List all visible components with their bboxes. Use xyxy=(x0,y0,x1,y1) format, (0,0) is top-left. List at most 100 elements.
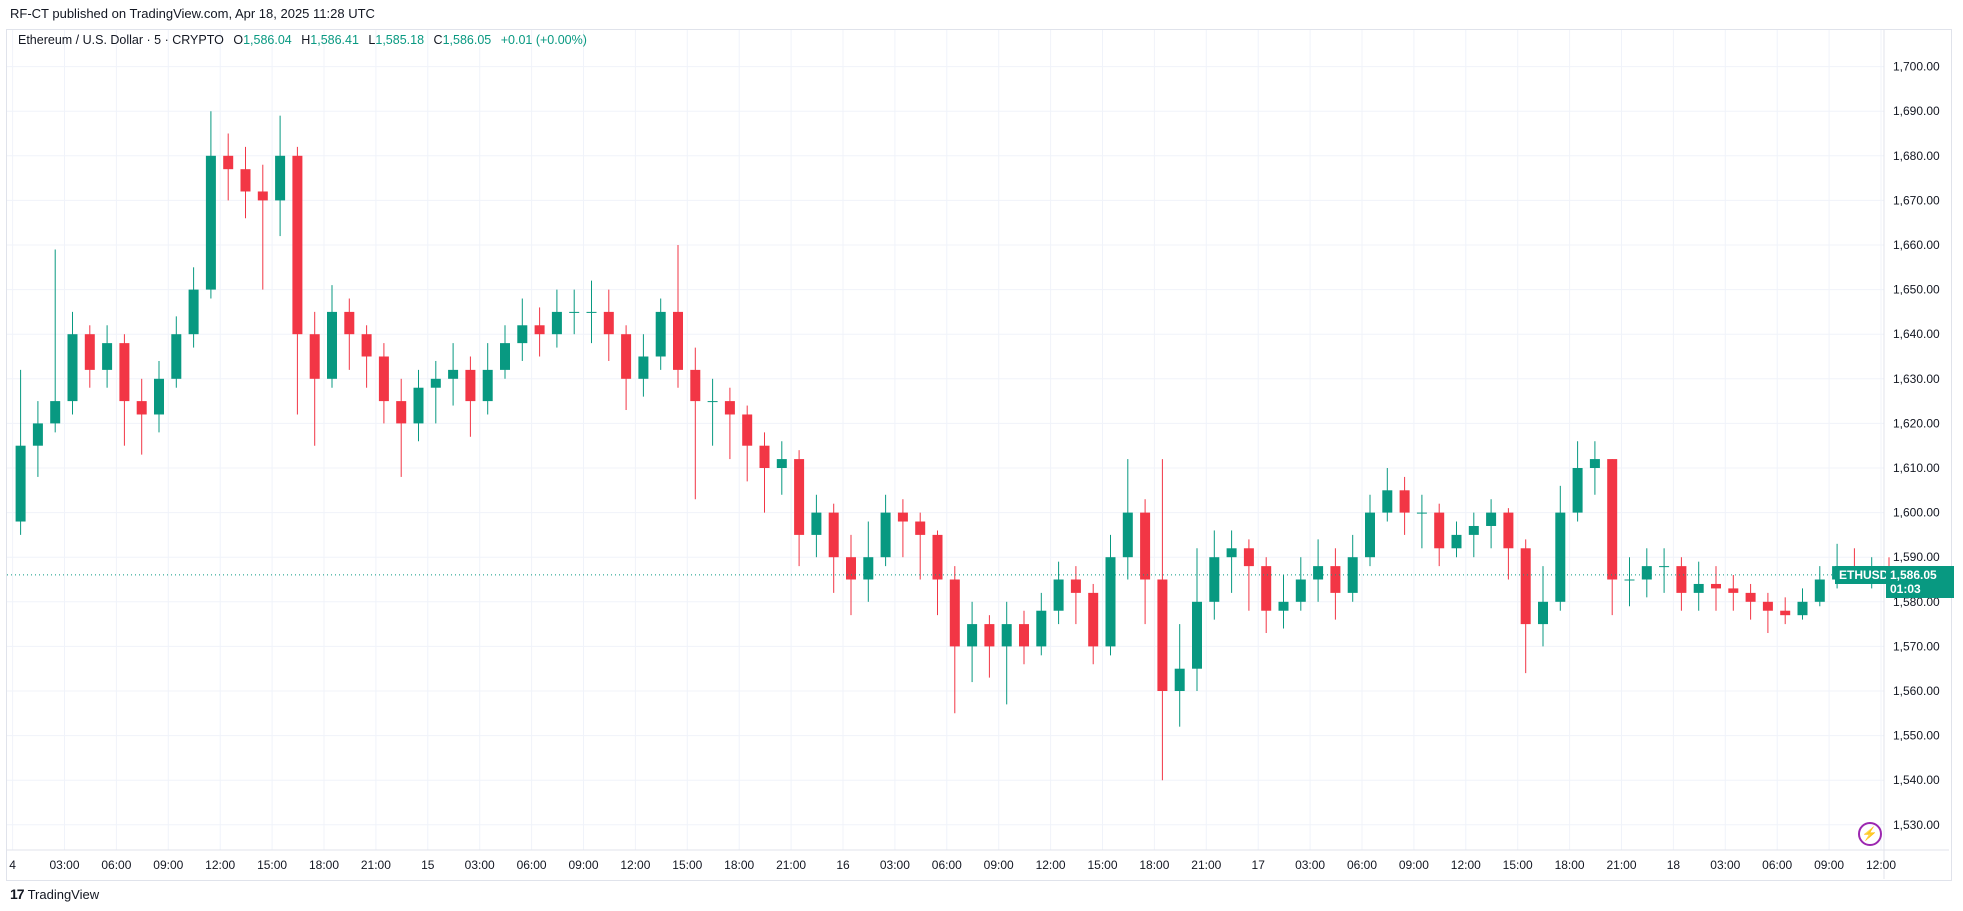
lightning-icon[interactable]: ⚡ xyxy=(1858,822,1882,846)
price-tick-label: 1,640.00 xyxy=(1893,327,1940,341)
candle-body xyxy=(863,557,874,580)
candle-body xyxy=(1676,566,1687,593)
candle xyxy=(1607,459,1618,616)
candle xyxy=(1676,557,1687,611)
time-tick-label: 03:00 xyxy=(880,858,910,872)
candle-body xyxy=(1589,459,1600,468)
candle-body xyxy=(776,459,787,468)
symbol-title[interactable]: Ethereum / U.S. Dollar · 5 · CRYPTO xyxy=(18,33,224,47)
candle xyxy=(1174,624,1185,727)
candle-body xyxy=(759,445,770,468)
time-tick-label: 12:00 xyxy=(1036,858,1066,872)
price-tick-label: 1,630.00 xyxy=(1893,372,1940,386)
candle xyxy=(1520,539,1531,674)
candle-body xyxy=(1434,512,1445,549)
candle-body xyxy=(188,289,199,335)
candle-body xyxy=(1468,525,1479,535)
candle-body xyxy=(1486,512,1497,526)
price-tick-label: 1,560.00 xyxy=(1893,684,1940,698)
candle-body xyxy=(984,624,995,647)
candle-body xyxy=(1243,548,1254,567)
time-tick-label: 21:00 xyxy=(1606,858,1636,872)
price-tick-label: 1,650.00 xyxy=(1893,283,1940,297)
candle xyxy=(1105,534,1116,656)
candle xyxy=(292,146,303,415)
candle xyxy=(1347,534,1358,602)
candle xyxy=(759,432,770,513)
candle-body xyxy=(396,401,407,424)
candle xyxy=(1088,583,1099,665)
candle-body xyxy=(603,311,614,335)
candle-body xyxy=(1399,490,1410,513)
candle-body xyxy=(327,311,337,379)
candle xyxy=(430,360,441,424)
candle xyxy=(500,325,510,379)
candle-body xyxy=(1555,512,1566,602)
candle-body xyxy=(240,169,251,192)
candle-body xyxy=(1745,592,1756,602)
candle-body xyxy=(1624,579,1635,581)
candle xyxy=(1745,583,1756,620)
time-tick-label: 03:00 xyxy=(465,858,495,872)
open-value: 1,586.04 xyxy=(243,33,292,47)
candle-body xyxy=(724,401,735,415)
candle-body xyxy=(1711,583,1721,589)
candle-body xyxy=(915,521,926,535)
candles xyxy=(15,111,1894,781)
candle xyxy=(586,280,597,344)
candle xyxy=(569,289,580,335)
time-tick-label: 12:00 xyxy=(205,858,235,872)
candle xyxy=(344,298,355,370)
candle xyxy=(1399,476,1410,535)
candle xyxy=(1780,597,1791,625)
candle-body xyxy=(171,334,182,379)
price-tick-label: 1,590.00 xyxy=(1893,550,1940,564)
candle xyxy=(1140,499,1151,625)
candle xyxy=(932,530,943,616)
candle-body xyxy=(967,624,978,647)
candle xyxy=(1001,601,1012,705)
candle-body xyxy=(811,512,822,535)
candle xyxy=(378,343,389,424)
candle-body xyxy=(1192,601,1202,669)
candle-body xyxy=(1607,459,1618,580)
candle xyxy=(1641,548,1652,598)
candle-body xyxy=(1503,512,1514,549)
candle xyxy=(1261,557,1272,634)
candle-body xyxy=(1295,579,1306,602)
candle-body xyxy=(673,311,683,370)
time-tick-label: 06:00 xyxy=(101,858,131,872)
candle xyxy=(1434,503,1445,567)
candle-body xyxy=(448,369,459,379)
candle xyxy=(1555,485,1566,611)
candle-body xyxy=(1365,512,1375,558)
time-tick-label: 09:00 xyxy=(153,858,183,872)
candle-body xyxy=(707,401,718,403)
candle-body xyxy=(1780,610,1791,616)
candle xyxy=(1209,530,1220,620)
candle xyxy=(1122,459,1133,580)
time-tick-label: 06:00 xyxy=(932,858,962,872)
time-tick-label: 06:00 xyxy=(1347,858,1377,872)
candle-body xyxy=(1157,579,1168,691)
time-tick-label: 09:00 xyxy=(984,858,1014,872)
candle xyxy=(1070,566,1081,625)
close-value: 1,586.05 xyxy=(442,33,492,47)
candle-body xyxy=(742,414,753,446)
candle xyxy=(984,615,995,678)
candle xyxy=(1330,548,1341,620)
candle xyxy=(1243,539,1254,611)
candle-body xyxy=(1278,601,1289,611)
time-tick-label: 09:00 xyxy=(1814,858,1844,872)
candle xyxy=(1451,521,1462,558)
time-tick-label: 15:00 xyxy=(1087,858,1117,872)
candle xyxy=(1278,575,1289,629)
tradingview-logo-text: TradingView xyxy=(27,886,100,902)
candle-body xyxy=(1088,592,1099,647)
tradingview-logo[interactable]: 17 TradingView xyxy=(10,886,99,902)
candle xyxy=(154,360,164,433)
candle xyxy=(1486,499,1497,549)
candle xyxy=(413,369,424,442)
candle-body xyxy=(50,401,61,424)
